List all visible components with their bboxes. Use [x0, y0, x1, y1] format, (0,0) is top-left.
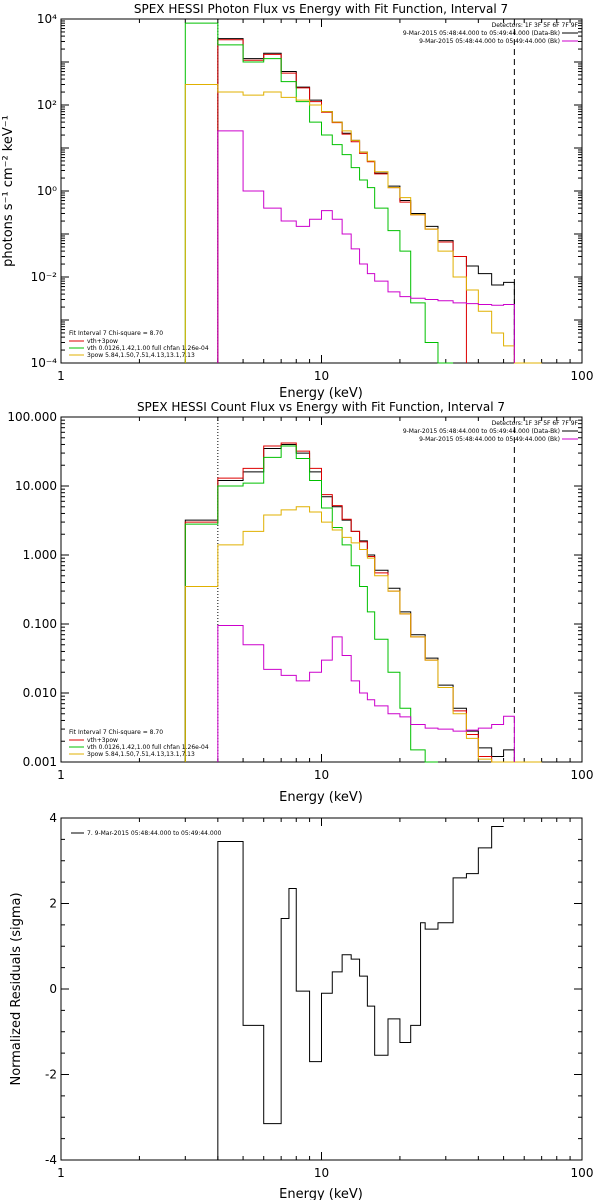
count-series-group: [184, 442, 542, 763]
photon-y-axis-label: photons s⁻¹ cm⁻² keV⁻¹: [1, 115, 16, 267]
count-legend-bk: 9-Mar-2015 05:48:44.000 to 05:49:44.000 …: [419, 436, 560, 443]
x-tick-label: 10: [314, 768, 329, 782]
y-tick-label: 0: [49, 982, 57, 996]
count-legend-vth: vth 0.0126,1.42,1.00 full chfan 1.26e-04: [87, 744, 209, 751]
photon-legend-vth: vth 0.0126,1.42,1.00 full chfan 1.26e-04: [87, 345, 209, 352]
photon-legend-top: Detectors: 1F 3F 5F 6F 7F 9F 9-Mar-2015 …: [403, 22, 579, 45]
count-flux-panel: SPEX HESSI Count Flux vs Energy with Fit…: [7, 400, 593, 805]
x-tick-label: 10: [314, 369, 329, 383]
x-tick-label: 100: [571, 1166, 594, 1180]
series-vth+3pow-line: [184, 442, 515, 763]
photon-chart-title: SPEX HESSI Photon Flux vs Energy with Fi…: [134, 2, 508, 16]
photon-legend-3pow: 3pow 5.84,1.50,7.51,4.13,13.1,7.13: [87, 352, 195, 359]
series-data-line: [217, 38, 515, 363]
count-legend-fit-interval: Fit Interval 7 Chi-square = 8.70: [69, 729, 163, 736]
residuals-legend: 7. 9-Mar-2015 05:48:44.000 to 05:49:44.0…: [71, 830, 222, 837]
residuals-plot-frame: [60, 817, 583, 1161]
y-tick-label: 10⁻²: [31, 270, 58, 284]
residuals-series-group: [217, 826, 504, 1160]
series-7-line: [217, 826, 504, 1160]
count-legend-top: Detectors: 1F 3F 5F 6F 7F 9F 9-Mar-2015 …: [403, 420, 579, 443]
y-tick-label: 10⁻⁴: [31, 356, 58, 370]
series-3pow-line: [184, 83, 542, 364]
photon-x-axis-label: Energy (keV): [279, 386, 363, 401]
residuals-axis-ticks: 1 10 100 4 2 0 -2 -4: [45, 811, 593, 1180]
residuals-panel: 1 10 100 4 2 0 -2 -4 Energy (keV) Normalized Re…: [9, 811, 593, 1200]
x-tick-label: 1: [57, 768, 65, 782]
y-tick-label: 10⁰: [37, 184, 57, 198]
x-tick-label: 100: [571, 768, 594, 782]
residuals-legend-label: 7. 9-Mar-2015 05:48:44.000 to 05:49:44.0…: [87, 830, 222, 837]
y-tick-label: 0.100: [23, 617, 57, 631]
photon-axis-ticks: 1 10 100 10⁴ 10² 10⁰ 10⁻² 10⁻⁴: [31, 12, 594, 383]
series-data-line: [184, 443, 515, 762]
series-vth+3pow-line: [217, 39, 467, 363]
count-legend-vth3pow: vth+3pow: [87, 737, 118, 744]
residuals-x-axis-label: Energy (keV): [279, 1187, 363, 1200]
x-tick-label: 10: [314, 1166, 329, 1180]
series-vth-line: [184, 22, 454, 364]
count-legend-data-bk: 9-Mar-2015 05:48:44.000 to 05:49:44.000 …: [403, 428, 560, 435]
x-tick-label: 1: [57, 369, 65, 383]
count-axis-ticks: 1 10 100 100.000 10.000 1.000 0.100 0.010 0.001: [7, 410, 593, 782]
photon-legend-detectors: Detectors: 1F 3F 5F 6F 7F 9F: [492, 22, 579, 29]
y-tick-label: 10⁴: [37, 12, 57, 26]
photon-legend-data-bk: 9-Mar-2015 05:48:44.000 to 05:49:44.000 …: [403, 30, 560, 37]
photon-series-group: [184, 22, 542, 364]
count-chart-title: SPEX HESSI Count Flux vs Energy with Fit…: [137, 400, 505, 414]
y-tick-label: 0.010: [23, 686, 57, 700]
count-legend-detectors: Detectors: 1F 3F 5F 6F 7F 9F: [492, 420, 579, 427]
series-background-line: [217, 130, 515, 363]
y-tick-label: 4: [49, 811, 57, 825]
x-tick-label: 1: [57, 1166, 65, 1180]
photon-flux-panel: SPEX HESSI Photon Flux vs Energy with Fi…: [1, 2, 593, 401]
photon-legend-vth3pow: vth+3pow: [87, 338, 118, 345]
photon-legend-bk: 9-Mar-2015 05:48:44.000 to 05:49:44.000 …: [419, 38, 560, 45]
y-tick-label: 10²: [37, 98, 57, 112]
count-legend-3pow: 3pow 5.84,1.50,7.51,4.13,13.1,7.13: [87, 751, 195, 758]
y-tick-label: -4: [45, 1153, 57, 1167]
photon-legend-bottom: Fit Interval 7 Chi-square = 8.70 vth+3po…: [69, 330, 209, 359]
series-3pow-line: [184, 506, 542, 763]
residuals-y-axis-label: Normalized Residuals (sigma): [9, 892, 24, 1085]
y-tick-label: -2: [45, 1068, 57, 1082]
photon-plot-frame: [60, 18, 583, 364]
y-tick-label: 10.000: [15, 479, 57, 493]
count-reference-lines: [217, 417, 515, 762]
photon-legend-fit-interval: Fit Interval 7 Chi-square = 8.70: [69, 330, 163, 337]
x-tick-label: 100: [571, 369, 594, 383]
y-tick-label: 2: [49, 897, 57, 911]
y-tick-label: 1.000: [23, 548, 57, 562]
y-tick-label: 100.000: [7, 410, 57, 424]
series-vth-line: [184, 445, 438, 763]
y-tick-label: 0.001: [23, 755, 57, 769]
series-background-line: [217, 625, 515, 762]
count-x-axis-label: Energy (keV): [279, 790, 363, 805]
count-legend-bottom: Fit Interval 7 Chi-square = 8.70 vth+3po…: [69, 729, 209, 758]
